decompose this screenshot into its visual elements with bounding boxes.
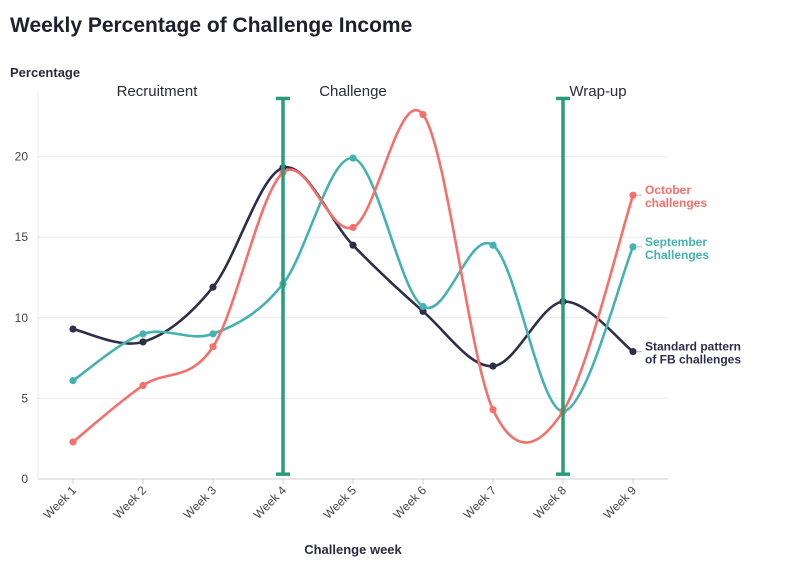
legend-line: Standard pattern xyxy=(645,340,741,354)
series-line-1 xyxy=(71,156,635,413)
x-tick-label: Week 9 xyxy=(601,483,640,522)
data-point xyxy=(139,330,147,338)
data-point xyxy=(629,243,637,251)
y-axis-ticks: 0 5 10 15 20 xyxy=(15,150,29,487)
y-tick-label: 20 xyxy=(15,150,29,164)
series-line-0 xyxy=(71,166,635,368)
data-point xyxy=(349,154,357,162)
y-tick-label: 10 xyxy=(15,311,29,325)
x-tick-label: Week 1 xyxy=(41,483,80,522)
x-tick-label: Week 6 xyxy=(391,483,430,522)
phase-dividers xyxy=(276,96,570,476)
data-point xyxy=(349,241,357,249)
data-point xyxy=(419,302,427,311)
data-point xyxy=(419,110,427,119)
data-point xyxy=(69,438,77,446)
legend-line: September xyxy=(645,235,707,249)
phase-label: Recruitment xyxy=(117,83,199,100)
data-point xyxy=(489,362,497,370)
data-point xyxy=(69,377,77,385)
data-point xyxy=(209,283,217,291)
legend-label-0: Standard pattern of FB challenges xyxy=(645,340,741,367)
series-group xyxy=(69,109,637,446)
x-tick-label: Week 4 xyxy=(251,483,290,522)
x-tick-label: Week 2 xyxy=(111,483,150,522)
x-axis-title: Challenge week xyxy=(304,542,402,557)
phase-labels: Recruitment Challenge Wrap-up xyxy=(117,83,627,100)
series-line-2 xyxy=(71,109,635,444)
chart-title: Weekly Percentage of Challenge Income xyxy=(10,14,412,37)
data-point xyxy=(349,223,357,232)
y-tick-label: 5 xyxy=(21,391,28,405)
gridlines xyxy=(37,92,668,480)
legend-label-2: October challenges xyxy=(645,183,707,210)
data-point xyxy=(139,381,147,390)
data-point xyxy=(629,191,637,199)
y-tick-label: 15 xyxy=(15,230,29,244)
legend-line: of FB challenges xyxy=(645,353,741,367)
phase-label: Wrap-up xyxy=(569,83,626,100)
data-point xyxy=(629,348,637,356)
series-legend: Standard pattern of FB challenges Septembe… xyxy=(637,183,741,367)
legend-label-1: September Challenges xyxy=(645,235,709,262)
phase-label: Challenge xyxy=(319,83,387,100)
data-point xyxy=(209,330,217,338)
x-tick-label: Week 5 xyxy=(321,483,360,522)
y-tick-label: 0 xyxy=(21,472,28,486)
legend-line: challenges xyxy=(645,196,707,210)
x-axis-ticks: Week 1 Week 2 Week 3 Week 4 Week 5 Week 6 Week… xyxy=(41,479,640,522)
y-axis-title: Percentage xyxy=(10,65,80,80)
data-point xyxy=(489,241,497,249)
legend-line: October xyxy=(645,183,691,197)
x-tick-label: Week 8 xyxy=(531,483,570,522)
x-tick-label: Week 3 xyxy=(181,483,220,522)
data-point xyxy=(139,338,147,346)
data-point xyxy=(69,325,77,333)
legend-line: Challenges xyxy=(645,248,709,262)
data-point xyxy=(489,406,497,414)
data-point xyxy=(209,343,217,351)
x-tick-label: Week 7 xyxy=(461,483,500,522)
